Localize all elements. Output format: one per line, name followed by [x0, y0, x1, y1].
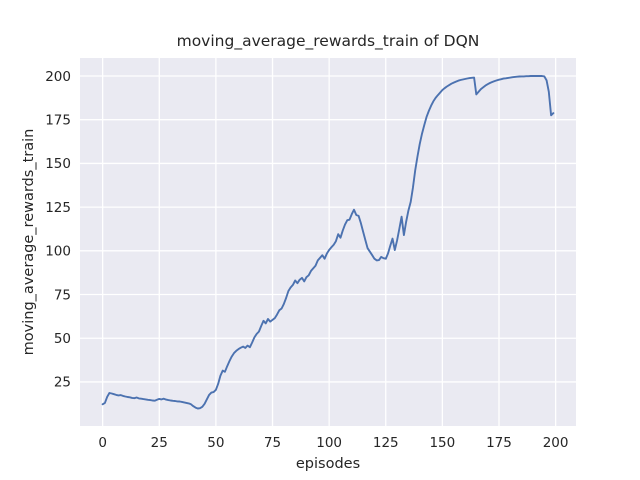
data-series: [101, 75, 555, 410]
y-tick-label: 175: [45, 113, 71, 129]
y-tick-labels: 25 50 75 100 125 150 175 200: [45, 69, 71, 391]
x-tick-label: 200: [543, 435, 569, 451]
x-tick-label: 75: [264, 435, 281, 451]
y-tick-label: 100: [45, 244, 71, 260]
x-tick-label: 25: [151, 435, 168, 451]
y-tick-label: 50: [54, 331, 71, 347]
x-tick-label: 125: [373, 435, 399, 451]
y-axis-label: moving_average_rewards_train: [21, 129, 37, 356]
x-tick-label: 50: [207, 435, 224, 451]
y-tick-label: 75: [54, 287, 71, 303]
y-tick-label: 25: [54, 375, 71, 391]
x-tick-label: 175: [486, 435, 512, 451]
x-tick-label: 150: [429, 435, 455, 451]
x-tick-label: 100: [316, 435, 342, 451]
plot-area-background: [80, 58, 576, 426]
x-tick-labels: 0 25 50 75 100 125 150 175 200: [98, 435, 568, 451]
dqn-moving-average-line: [101, 75, 555, 410]
x-tick-label: 0: [98, 435, 107, 451]
y-tick-label: 150: [45, 156, 71, 172]
chart-title: moving_average_rewards_train of DQN: [177, 32, 480, 51]
y-tick-label: 125: [45, 200, 71, 216]
y-tick-label: 200: [45, 69, 71, 85]
x-axis-label: episodes: [296, 456, 360, 472]
